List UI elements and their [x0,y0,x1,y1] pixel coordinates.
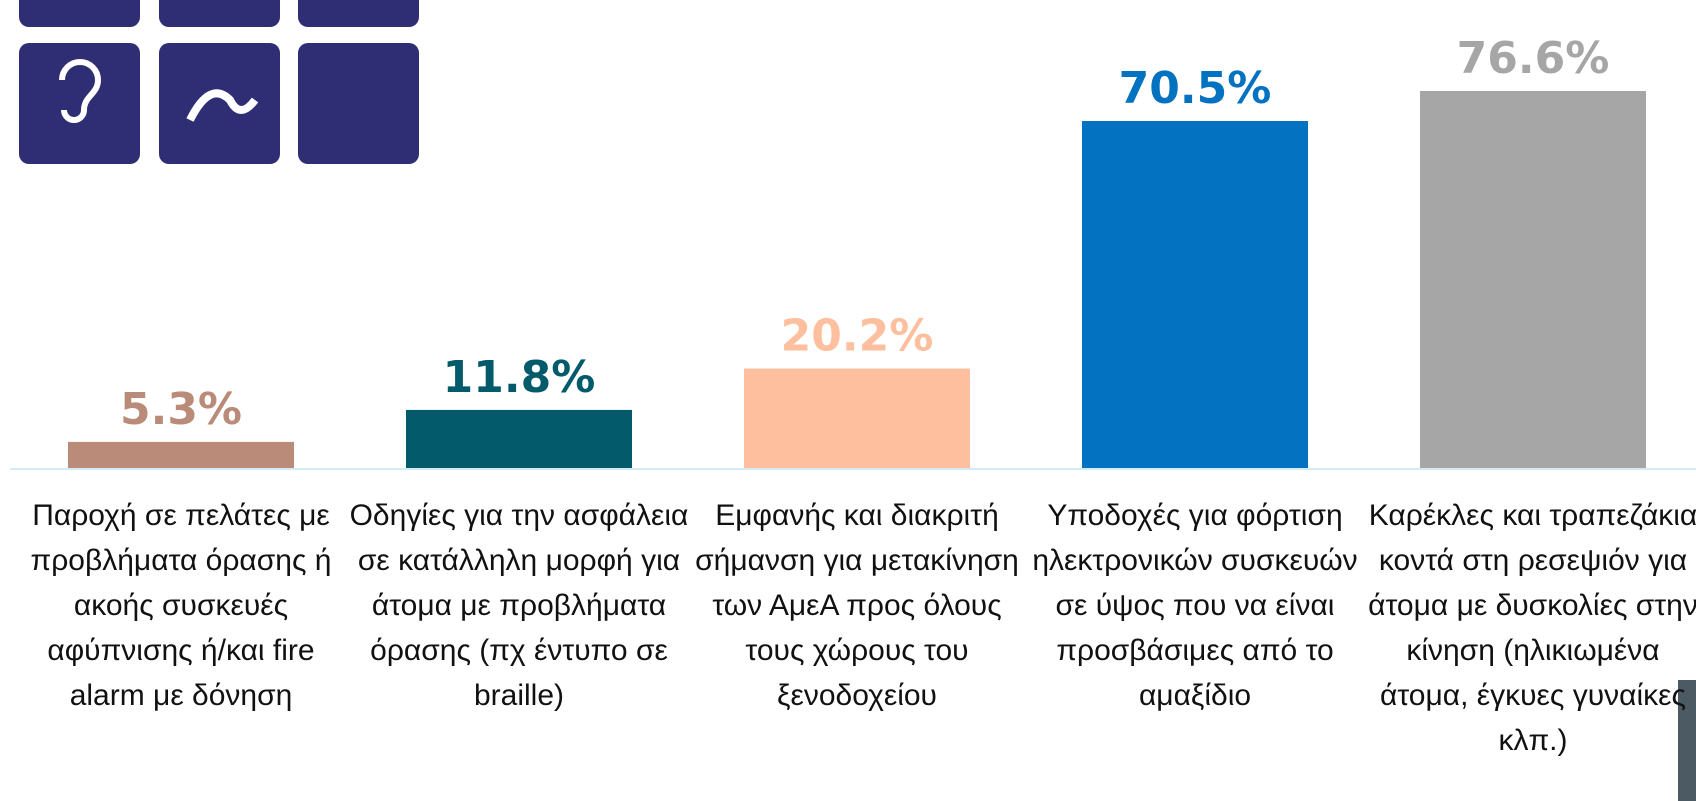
category-label: Οδηγίες για την ασφάλεια σε κατάλληλη μο… [349,499,689,712]
bar [1082,121,1308,469]
bar [1420,91,1646,468]
icon [298,0,419,27]
bar [744,368,970,468]
icon [159,0,280,27]
value-label: 11.8% [443,352,596,403]
value-label: 70.5% [1119,63,1272,114]
icons [19,0,419,164]
icon-sign-language [159,43,280,164]
icon-hearing [19,43,140,164]
bar [406,409,632,468]
category-label: Εμφανής και διακριτή σήμανση για μετακίν… [695,499,1019,712]
bar [68,441,294,468]
value-label: 76.6% [1457,33,1610,84]
value-label: 20.2% [781,311,934,362]
corner-fragment [1678,680,1696,801]
ear-glyph [59,59,102,123]
hands-glyph [186,89,259,122]
icon-cc [298,43,419,164]
category-label: Καρέκλες και τραπεζάκια κοντά στη ρεσεψι… [1368,499,1696,757]
category-label: Παροχή σε πελάτες με προβλήματα όρασης ή… [30,499,332,712]
icon [19,0,140,27]
value-label: 5.3% [120,384,242,435]
category-label: Υποδοχές για φόρτιση ηλεκτρονικών συσκευ… [1032,499,1358,712]
